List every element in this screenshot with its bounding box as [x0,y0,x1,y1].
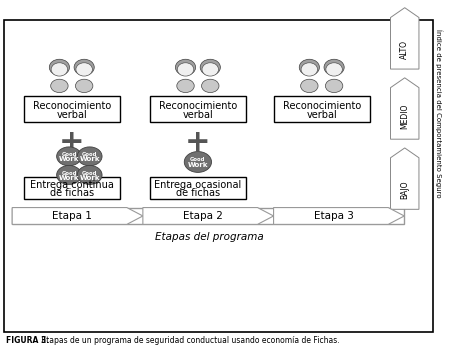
FancyBboxPatch shape [150,96,246,122]
Text: Work: Work [187,162,207,168]
Polygon shape [390,148,418,209]
FancyBboxPatch shape [4,20,432,332]
Circle shape [184,152,211,172]
Text: MEDIO: MEDIO [399,103,409,129]
Ellipse shape [51,63,67,76]
FancyBboxPatch shape [23,177,120,199]
Text: Índice de presencia del Comportamiento Seguro: Índice de presencia del Comportamiento S… [434,29,442,197]
FancyBboxPatch shape [273,96,369,122]
Text: verbal: verbal [306,109,336,120]
Ellipse shape [74,59,94,75]
Text: Etapas del programa: Etapas del programa [155,232,263,242]
Text: Reconocimiento: Reconocimiento [33,101,111,111]
Ellipse shape [325,79,342,93]
Text: Reconocimiento: Reconocimiento [282,101,360,111]
Ellipse shape [323,59,343,75]
Ellipse shape [201,79,218,93]
Text: verbal: verbal [56,109,87,120]
Text: Good: Good [82,152,97,157]
Ellipse shape [49,59,69,75]
Text: FIGURA 3.: FIGURA 3. [6,335,49,345]
Text: Good: Good [61,152,77,157]
Polygon shape [390,78,418,139]
Text: Etapas de un programa de seguridad conductual usando economía de Fichas.: Etapas de un programa de seguridad condu… [39,335,339,345]
Circle shape [77,165,102,184]
Text: Work: Work [59,156,79,162]
Ellipse shape [175,59,195,75]
Ellipse shape [75,79,93,93]
Polygon shape [390,8,418,69]
Polygon shape [12,208,143,224]
Text: Good: Good [190,157,205,162]
Text: de fichas: de fichas [175,188,219,198]
Text: +: + [185,128,210,157]
Text: de fichas: de fichas [50,188,94,198]
Ellipse shape [300,79,317,93]
Circle shape [56,165,81,184]
Text: +: + [59,128,84,157]
Ellipse shape [301,63,317,76]
Circle shape [77,147,102,166]
Ellipse shape [299,59,319,75]
Text: Etapa 2: Etapa 2 [183,211,222,221]
Ellipse shape [202,63,218,76]
Text: ALTO: ALTO [399,39,409,58]
FancyBboxPatch shape [12,208,403,224]
Ellipse shape [200,59,220,75]
Text: Work: Work [79,156,100,162]
Text: Work: Work [79,175,100,181]
Ellipse shape [325,63,341,76]
Text: Etapa 1: Etapa 1 [52,211,92,221]
Circle shape [56,147,81,166]
Text: BAJO: BAJO [399,180,409,199]
Ellipse shape [176,79,194,93]
Text: Good: Good [82,170,97,176]
Text: Work: Work [59,175,79,181]
Text: Entrega continua: Entrega continua [30,180,113,190]
Ellipse shape [50,79,68,93]
Text: Reconocimiento: Reconocimiento [158,101,236,111]
Text: Entrega ocasional: Entrega ocasional [154,180,241,190]
FancyBboxPatch shape [150,177,246,199]
Ellipse shape [76,63,92,76]
FancyBboxPatch shape [23,96,120,122]
Text: Good: Good [61,170,77,176]
Text: Etapa 3: Etapa 3 [313,211,353,221]
Polygon shape [143,208,273,224]
Polygon shape [273,208,403,224]
Ellipse shape [177,63,193,76]
Text: verbal: verbal [182,109,213,120]
